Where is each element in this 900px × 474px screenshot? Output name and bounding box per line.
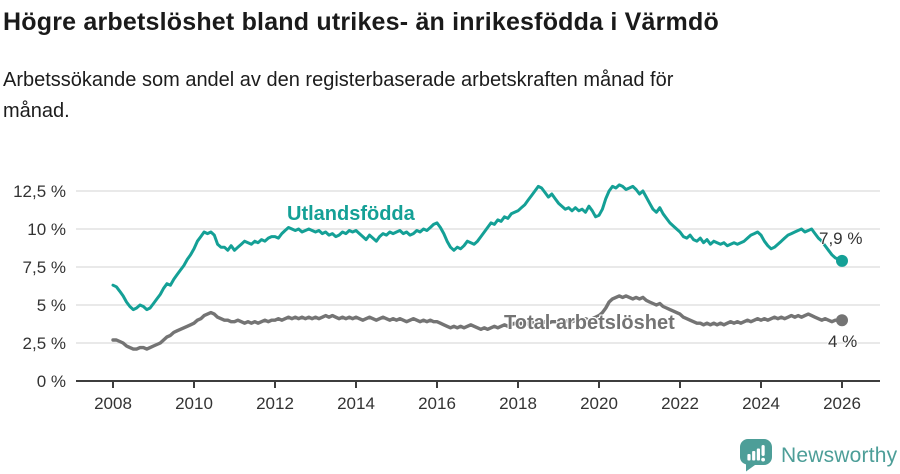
end-value-label-total: 4 % xyxy=(828,332,858,351)
y-axis-tick-label: 12,5 % xyxy=(13,182,66,201)
end-value-label-utlandsfodda: 7,9 % xyxy=(819,229,863,248)
x-axis-tick-label: 2008 xyxy=(94,394,132,413)
subtitle-line-2: månad. xyxy=(3,100,70,122)
y-axis-tick-label: 2,5 % xyxy=(23,334,66,353)
y-axis-tick-label: 7,5 % xyxy=(23,258,66,277)
series-end-dot-total-arbetsl-shet xyxy=(836,314,848,327)
newsworthy-logo-icon xyxy=(740,439,772,472)
x-axis-tick-label: 2012 xyxy=(256,394,294,413)
x-axis-tick-label: 2024 xyxy=(742,394,780,413)
x-axis-tick-label: 2010 xyxy=(175,394,213,413)
series-label-utlandsfodda: Utlandsfödda xyxy=(287,203,415,225)
x-axis-tick-label: 2026 xyxy=(823,394,861,413)
y-axis-tick-label: 5 % xyxy=(37,296,66,315)
x-axis-tick-label: 2020 xyxy=(580,394,618,413)
y-axis-tick-label: 10 % xyxy=(27,220,66,239)
line-chart: 0 % 2,5 % 5 % 7,5 % 10 % 12,5 % 2008 2010 2012 20… xyxy=(13,182,880,413)
series-label-total-arbetsloshet: Total arbetslöshet xyxy=(504,312,675,334)
brand-footer: Newsworthy xyxy=(739,439,897,472)
series-end-dot-utlandsf-dda xyxy=(836,254,848,267)
chart-subtitle: Arbetssökande som andel av den registerb… xyxy=(0,37,900,127)
series-line-utlandsf-dda xyxy=(111,183,844,312)
series-line-total-arbetsl-shet xyxy=(111,294,844,351)
x-axis-tick-label: 2022 xyxy=(661,394,699,413)
chart-title: Högre arbetslöshet bland utrikes- än inr… xyxy=(3,8,719,36)
x-axis-tick-label: 2014 xyxy=(337,394,375,413)
y-axis-tick-label: 0 % xyxy=(37,372,66,391)
x-axis-tick-label: 2018 xyxy=(499,394,537,413)
x-axis-tick-label: 2016 xyxy=(418,394,456,413)
brand-name: Newsworthy xyxy=(781,443,898,467)
subtitle-line-1: Arbetssökande som andel av den registerb… xyxy=(3,69,674,91)
